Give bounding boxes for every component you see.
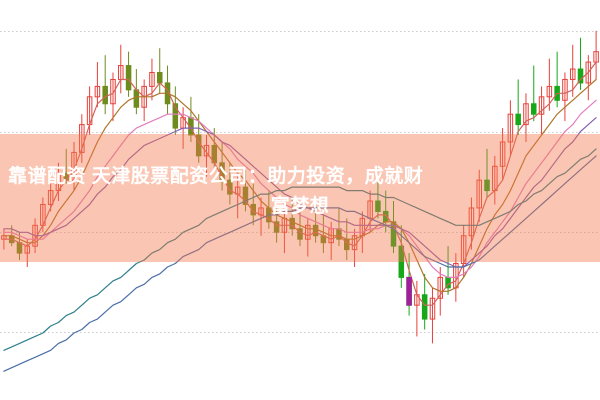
stock-chart-screenshot: 靠谱配资 天津股票配资公司：助力投资，成就财 富梦想	[0, 0, 600, 400]
candlestick-chart[interactable]	[0, 0, 600, 400]
